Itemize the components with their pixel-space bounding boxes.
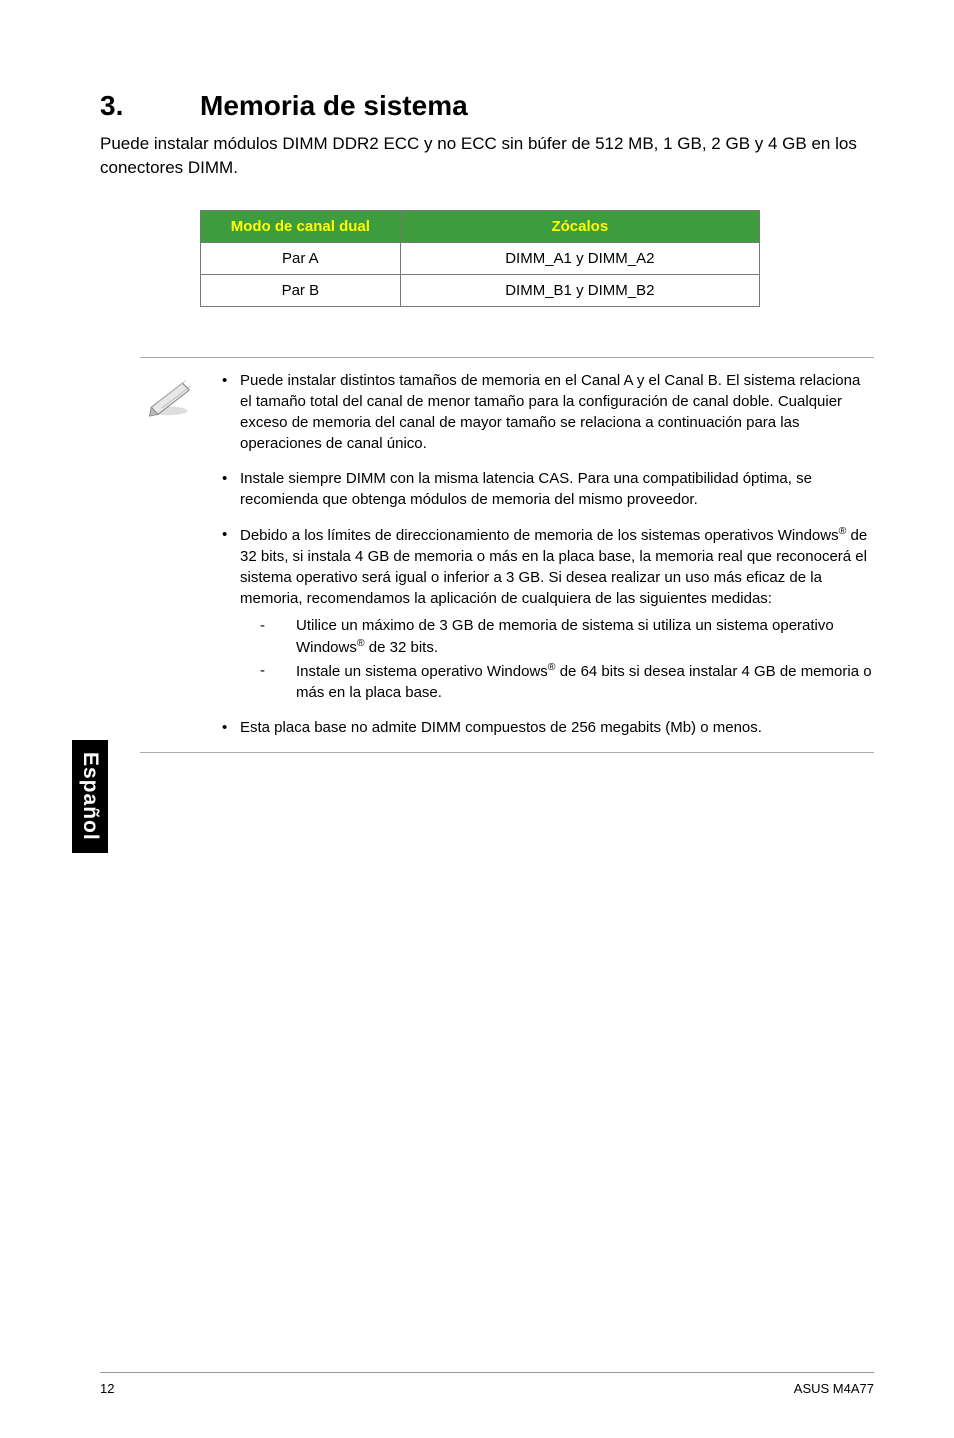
heading-title: Memoria de sistema xyxy=(200,90,468,122)
note-text: Debido a los límites de direccionamiento… xyxy=(240,527,839,544)
registered-mark: ® xyxy=(357,637,365,649)
note-item: Instale siempre DIMM con la misma latenc… xyxy=(220,468,874,510)
table-header-row: Modo de canal dual Zócalos xyxy=(201,210,760,242)
channel-table-container: Modo de canal dual Zócalos Par A DIMM_A1… xyxy=(200,210,874,307)
page-number: 12 xyxy=(100,1381,114,1396)
note-text: de 32 bits. xyxy=(365,639,438,656)
note-item: Esta placa base no admite DIMM compuesto… xyxy=(220,717,874,738)
note-text: Esta placa base no admite DIMM compuesto… xyxy=(240,719,762,736)
registered-mark: ® xyxy=(548,661,556,673)
doc-title: ASUS M4A77 xyxy=(794,1381,874,1396)
note-text: Puede instalar distintos tamaños de memo… xyxy=(240,372,860,452)
table-header-mode: Modo de canal dual xyxy=(201,210,401,242)
table-row: Par A DIMM_A1 y DIMM_A2 xyxy=(201,242,760,274)
note-item: Debido a los límites de direccionamiento… xyxy=(220,524,874,703)
table-header-sockets: Zócalos xyxy=(400,210,759,242)
pencil-note-icon xyxy=(140,370,220,738)
page-footer: 12 ASUS M4A77 xyxy=(100,1372,874,1396)
note-list: Puede instalar distintos tamaños de memo… xyxy=(220,370,874,738)
intro-paragraph: Puede instalar módulos DIMM DDR2 ECC y n… xyxy=(100,132,874,180)
channel-table: Modo de canal dual Zócalos Par A DIMM_A1… xyxy=(200,210,760,307)
table-cell-pair: Par B xyxy=(201,274,401,306)
table-row: Par B DIMM_B1 y DIMM_B2 xyxy=(201,274,760,306)
note-text: Instale un sistema operativo Windows xyxy=(296,663,548,680)
note-sublist: Utilice un máximo de 3 GB de memoria de … xyxy=(240,615,874,703)
note-subitem: Utilice un máximo de 3 GB de memoria de … xyxy=(240,615,874,658)
table-cell-pair: Par A xyxy=(201,242,401,274)
note-text: Instale siempre DIMM con la misma latenc… xyxy=(240,470,812,508)
table-cell-sockets: DIMM_A1 y DIMM_A2 xyxy=(400,242,759,274)
note-block: Puede instalar distintos tamaños de memo… xyxy=(140,357,874,753)
note-item: Puede instalar distintos tamaños de memo… xyxy=(220,370,874,454)
section-heading: 3. Memoria de sistema xyxy=(100,90,874,122)
note-subitem: Instale un sistema operativo Windows® de… xyxy=(240,660,874,703)
heading-number: 3. xyxy=(100,90,200,122)
table-cell-sockets: DIMM_B1 y DIMM_B2 xyxy=(400,274,759,306)
language-tab: Español xyxy=(72,740,108,853)
